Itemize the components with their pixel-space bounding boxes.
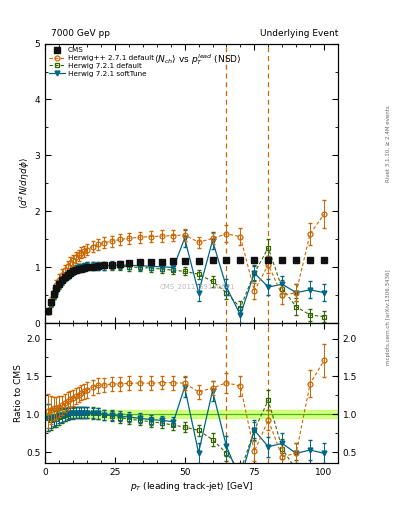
Text: CMS_2011_S9120041: CMS_2011_S9120041 xyxy=(160,284,235,290)
Y-axis label: Ratio to CMS: Ratio to CMS xyxy=(14,365,23,422)
Bar xyxy=(45,411,338,418)
Y-axis label: $\langle d^2 N/d\eta d\phi \rangle$: $\langle d^2 N/d\eta d\phi \rangle$ xyxy=(17,158,32,209)
Text: 7000 GeV pp: 7000 GeV pp xyxy=(51,29,110,38)
Text: Rivet 3.1.10, ≥ 2.4M events: Rivet 3.1.10, ≥ 2.4M events xyxy=(386,105,391,182)
Text: Underlying Event: Underlying Event xyxy=(260,29,338,38)
Legend: CMS, Herwig++ 2.7.1 default, Herwig 7.2.1 default, Herwig 7.2.1 softTune: CMS, Herwig++ 2.7.1 default, Herwig 7.2.… xyxy=(48,46,155,78)
X-axis label: $p_T$ (leading track-jet) [GeV]: $p_T$ (leading track-jet) [GeV] xyxy=(130,480,253,493)
Text: mcplots.cern.ch [arXiv:1306.3436]: mcplots.cern.ch [arXiv:1306.3436] xyxy=(386,270,391,365)
Text: $\langle N_{ch}\rangle$ vs $p_T^{lead}$ (NSD): $\langle N_{ch}\rangle$ vs $p_T^{lead}$ … xyxy=(154,52,241,67)
